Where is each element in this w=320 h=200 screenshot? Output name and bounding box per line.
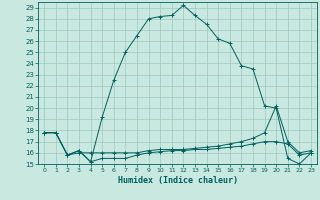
X-axis label: Humidex (Indice chaleur): Humidex (Indice chaleur) <box>118 176 238 185</box>
